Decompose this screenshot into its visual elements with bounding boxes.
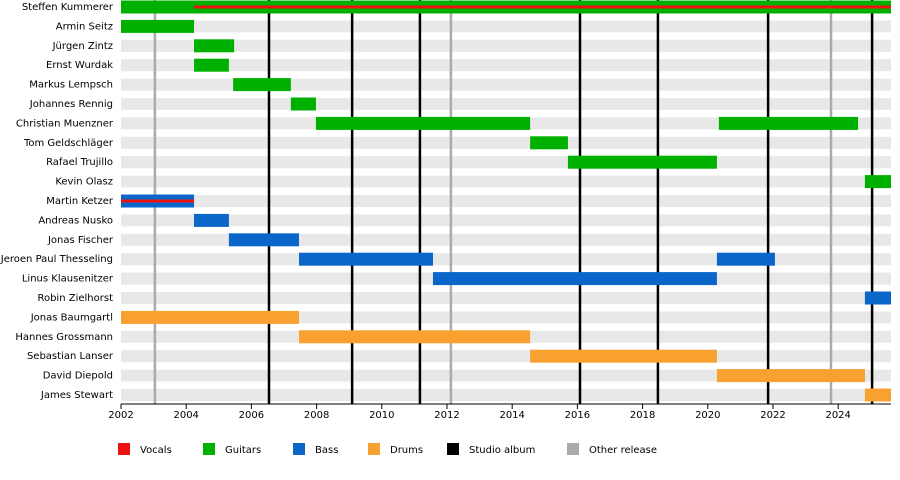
legend-swatch xyxy=(203,443,215,455)
row-stripe xyxy=(121,78,891,91)
row-stripe xyxy=(121,156,891,169)
x-tick-label: 2012 xyxy=(434,410,459,421)
member-name: Rafael Trujillo xyxy=(46,157,113,168)
role-bar xyxy=(716,369,865,383)
row-stripe xyxy=(121,136,891,149)
role-bar xyxy=(290,97,316,111)
row-stripe xyxy=(121,175,891,188)
role-bar xyxy=(194,39,235,53)
role-bar xyxy=(298,330,531,344)
role-bar xyxy=(567,155,717,169)
vocals-bar xyxy=(194,5,892,9)
role-bar xyxy=(432,272,717,286)
member-name: Ernst Wurdak xyxy=(46,60,113,71)
member-name: Tom Geldschläger xyxy=(23,138,114,149)
member-name: Christian Muenzner xyxy=(16,118,114,129)
row-stripe xyxy=(121,195,891,207)
member-name: Sebastian Lanser xyxy=(27,351,114,362)
row-stripe xyxy=(121,233,891,246)
x-tick-label: 2002 xyxy=(108,410,133,421)
legend-swatch xyxy=(567,443,579,455)
legend-swatch xyxy=(447,443,459,455)
legend-label: Studio album xyxy=(469,445,535,456)
role-bar xyxy=(298,252,433,266)
member-name: Jürgen Zintz xyxy=(52,41,113,52)
role-bar xyxy=(864,175,891,189)
role-bar xyxy=(194,58,229,72)
row-stripe xyxy=(121,20,891,33)
x-tick-label: 2024 xyxy=(825,410,850,421)
row-stripe xyxy=(121,59,891,72)
row-stripe xyxy=(121,389,891,401)
legend-swatch xyxy=(293,443,305,455)
x-tick-label: 2020 xyxy=(695,410,720,421)
x-tick-label: 2004 xyxy=(173,410,198,421)
role-bar xyxy=(194,213,229,227)
member-name: Linus Klausenitzer xyxy=(22,274,114,285)
member-name: Hannes Grossmann xyxy=(15,332,113,343)
role-bar xyxy=(718,116,859,130)
vocals-bar xyxy=(121,199,195,203)
member-name: Jonas Fischer xyxy=(47,235,114,246)
row-stripe xyxy=(121,311,891,324)
role-bar xyxy=(228,233,299,247)
member-name: David Diepold xyxy=(43,371,113,382)
row-stripe xyxy=(121,350,891,363)
row-stripe xyxy=(121,253,891,266)
member-name: Jonas Baumgartl xyxy=(30,312,113,323)
role-bar xyxy=(530,349,717,363)
legend-label: Other release xyxy=(589,445,657,456)
member-name: Robin Zielhorst xyxy=(37,293,113,304)
legend-swatch xyxy=(368,443,380,455)
member-name: Kevin Olasz xyxy=(55,177,113,188)
x-tick-label: 2022 xyxy=(760,410,785,421)
role-bar xyxy=(233,78,291,92)
role-bar xyxy=(530,136,568,150)
x-tick-label: 2006 xyxy=(239,410,264,421)
row-stripe xyxy=(121,214,891,227)
member-name: Johannes Rennig xyxy=(29,99,113,110)
row-stripe xyxy=(121,39,891,52)
member-name: Martin Ketzer xyxy=(46,196,114,207)
member-name: James Stewart xyxy=(40,390,113,401)
legend-label: Drums xyxy=(390,445,423,456)
x-tick-label: 2008 xyxy=(304,410,329,421)
legend-label: Vocals xyxy=(140,445,172,456)
legend-swatch xyxy=(118,443,130,455)
x-tick-label: 2010 xyxy=(369,410,394,421)
row-stripe xyxy=(121,369,891,382)
member-name: Steffen Kummerer xyxy=(22,2,114,13)
row-stripe xyxy=(121,292,891,304)
member-name: Andreas Nusko xyxy=(38,215,113,226)
role-bar xyxy=(315,116,531,130)
x-tick-label: 2016 xyxy=(565,410,590,421)
role-bar xyxy=(716,252,775,266)
role-bar xyxy=(864,388,891,402)
member-name: Jeroen Paul Thesseling xyxy=(0,254,113,265)
role-bar xyxy=(864,291,891,305)
member-name: Armin Seitz xyxy=(56,21,113,32)
role-bar xyxy=(121,310,299,324)
legend-label: Guitars xyxy=(225,445,261,456)
member-name: Markus Lempsch xyxy=(29,80,113,91)
role-bar xyxy=(121,19,195,33)
legend-label: Bass xyxy=(315,445,338,456)
x-tick-label: 2018 xyxy=(630,410,655,421)
x-tick-label: 2014 xyxy=(499,410,524,421)
row-stripe xyxy=(121,98,891,110)
